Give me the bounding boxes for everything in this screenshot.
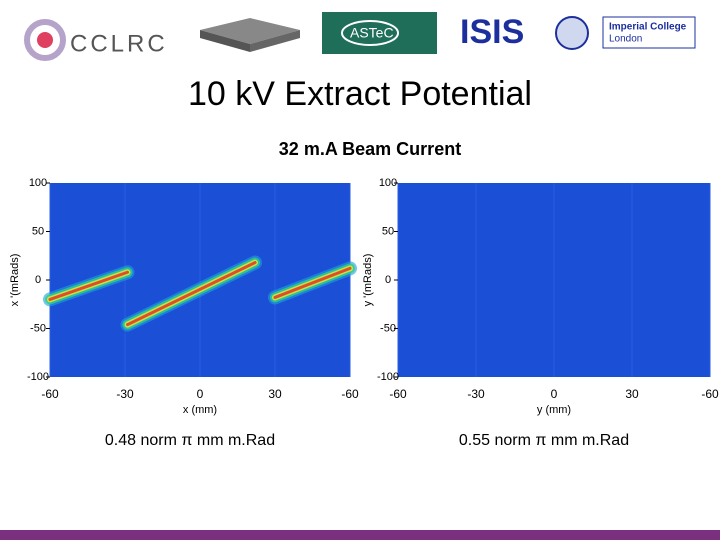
y-tick-label: -50 bbox=[30, 322, 46, 334]
chip-side bbox=[200, 30, 250, 52]
x-tick-label: 30 bbox=[625, 387, 639, 401]
x-tick-label: -30 bbox=[116, 387, 134, 401]
x-tick-label: -30 bbox=[467, 387, 485, 401]
beamlet bbox=[126, 261, 257, 327]
x-tick-label: -60 bbox=[41, 387, 59, 401]
y-tick-label: 100 bbox=[379, 177, 397, 189]
imperial-logo-box bbox=[602, 16, 696, 49]
x-axis-label: x (mm) bbox=[183, 404, 217, 416]
logo-cclrc: CCLRC bbox=[70, 30, 168, 57]
y-tick-label: 50 bbox=[382, 225, 394, 237]
logo-imperial: Imperial College bbox=[609, 22, 687, 33]
y-axis-label: x '(mRads) bbox=[9, 254, 21, 307]
x-tick-label: 0 bbox=[551, 387, 558, 401]
x-tick-label: -60 bbox=[341, 387, 359, 401]
slide-title: 10 kV Extract Potential bbox=[188, 75, 532, 113]
astec-ring bbox=[341, 20, 399, 46]
chip-side bbox=[250, 30, 300, 52]
y-tick-label: -50 bbox=[380, 322, 396, 334]
logo-astec: ASTeC bbox=[350, 25, 394, 41]
y-tick-label: 50 bbox=[32, 225, 44, 237]
y-tick-label: 100 bbox=[29, 177, 47, 189]
cclrc-emblem bbox=[24, 19, 66, 61]
y-tick-label: 0 bbox=[35, 274, 41, 286]
beamlet bbox=[273, 266, 352, 299]
isis-emblem bbox=[555, 16, 589, 50]
subtitle: 32 m.A Beam Current bbox=[279, 139, 461, 159]
y-tick-label: -100 bbox=[27, 371, 49, 383]
footer-bar bbox=[0, 530, 720, 540]
x-axis-label: y (mm) bbox=[537, 404, 571, 416]
emittance-label: 0.55 norm π mm m.Rad bbox=[459, 432, 629, 449]
logo-imperial-city: London bbox=[609, 34, 642, 45]
y-axis-label: y '(mRads) bbox=[362, 254, 374, 307]
x-tick-label: -60 bbox=[701, 387, 719, 401]
x-tick-label: 30 bbox=[268, 387, 282, 401]
x-tick-label: -60 bbox=[389, 387, 407, 401]
logo-isis: ISIS bbox=[460, 13, 524, 51]
y-tick-label: 0 bbox=[385, 274, 391, 286]
cclrc-emblem-core bbox=[37, 32, 53, 48]
chip-image bbox=[200, 18, 300, 44]
x-tick-label: 0 bbox=[197, 387, 204, 401]
y-tick-label: -100 bbox=[377, 371, 399, 383]
logo-bar: CCLRC ASTeC ISIS Imperial College London bbox=[24, 12, 696, 61]
beamlet bbox=[48, 270, 129, 301]
emittance-label: 0.48 norm π mm m.Rad bbox=[105, 432, 275, 449]
